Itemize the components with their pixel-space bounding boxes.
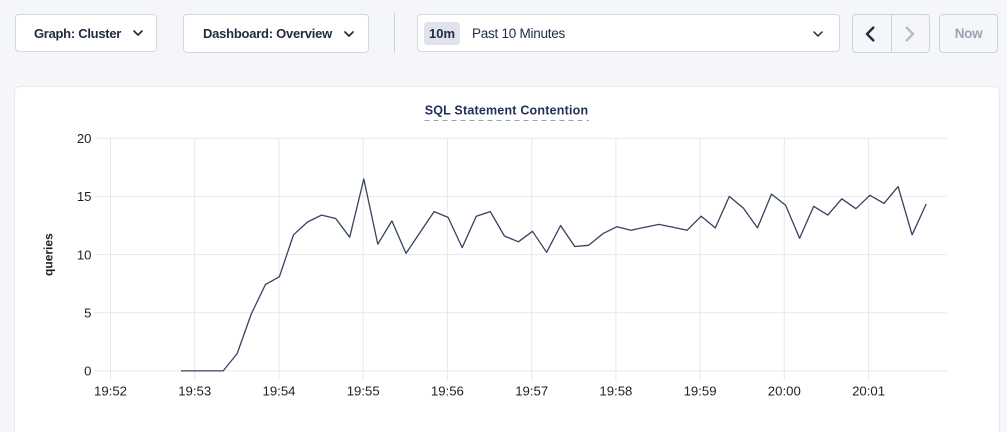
svg-text:20:01: 20:01 xyxy=(852,383,885,398)
svg-text:19:57: 19:57 xyxy=(515,383,548,398)
svg-text:20: 20 xyxy=(77,131,92,146)
svg-text:19:55: 19:55 xyxy=(347,383,380,398)
svg-text:19:56: 19:56 xyxy=(431,383,464,398)
svg-text:19:53: 19:53 xyxy=(178,383,211,398)
svg-text:19:54: 19:54 xyxy=(262,383,295,398)
svg-text:0: 0 xyxy=(84,364,91,379)
svg-text:5: 5 xyxy=(84,306,91,321)
svg-text:queries: queries xyxy=(42,233,56,276)
svg-text:20:00: 20:00 xyxy=(768,383,801,398)
svg-text:15: 15 xyxy=(77,189,92,204)
svg-text:19:52: 19:52 xyxy=(94,383,127,398)
svg-text:19:59: 19:59 xyxy=(684,383,717,398)
svg-text:19:58: 19:58 xyxy=(599,383,632,398)
svg-text:SQL Statement Contention: SQL Statement Contention xyxy=(425,103,589,117)
svg-text:10: 10 xyxy=(77,247,92,262)
